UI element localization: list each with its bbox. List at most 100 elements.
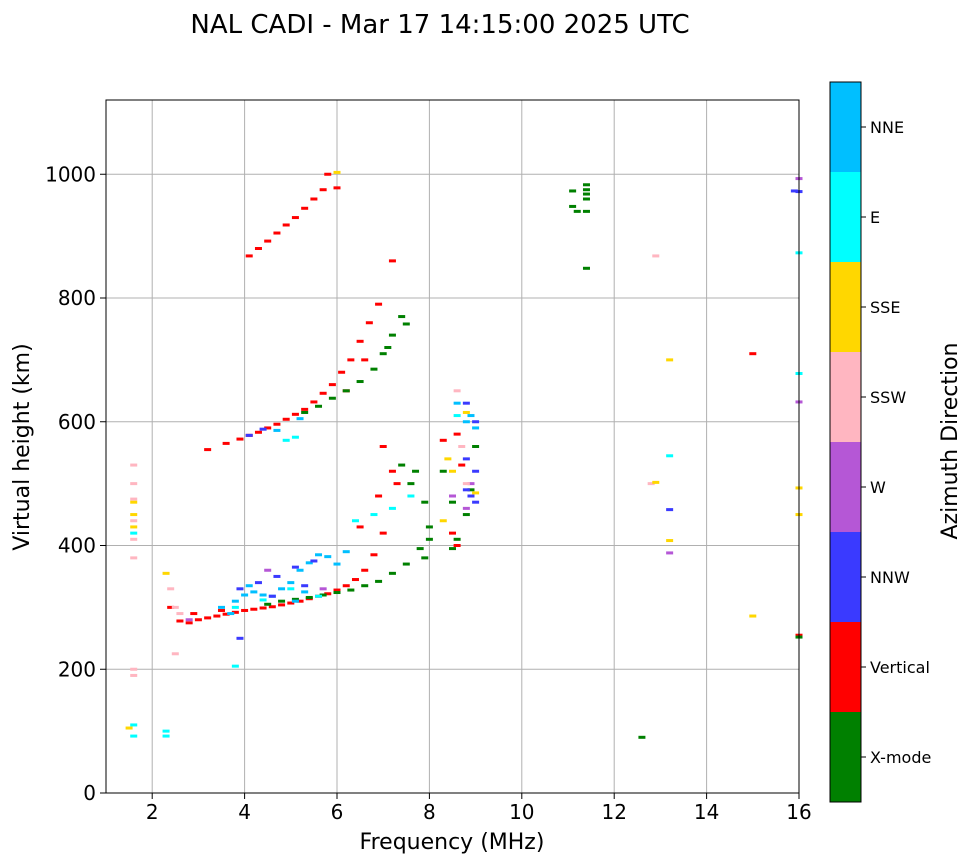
data-point <box>582 266 590 270</box>
data-point <box>264 426 272 430</box>
data-point <box>315 553 323 557</box>
data-point <box>398 463 406 467</box>
data-point <box>467 494 475 498</box>
data-point <box>582 197 590 201</box>
data-point <box>416 547 424 551</box>
data-point <box>472 426 480 430</box>
data-point <box>472 445 480 448</box>
data-point <box>282 438 290 442</box>
data-point <box>370 367 378 371</box>
colorbar-tick-label: W <box>870 478 886 497</box>
data-point <box>361 584 369 588</box>
data-point <box>342 389 350 393</box>
data-point <box>130 667 138 671</box>
x-axis-label: Frequency (MHz) <box>360 830 545 855</box>
x-tick-label: 2 <box>146 800 159 824</box>
data-point <box>218 608 225 612</box>
data-point <box>296 417 304 421</box>
data-point <box>582 192 590 196</box>
data-point <box>666 551 674 555</box>
data-point <box>347 588 355 592</box>
x-tick-label: 12 <box>601 800 626 824</box>
y-tick-label: 0 <box>83 781 96 805</box>
data-point <box>287 581 295 585</box>
data-point <box>666 539 674 543</box>
data-point <box>222 441 230 445</box>
data-point <box>790 189 798 193</box>
data-point <box>245 254 253 258</box>
data-point <box>273 231 281 235</box>
data-point <box>291 216 299 220</box>
series-ssw <box>130 254 660 677</box>
data-point <box>666 358 674 362</box>
data-point <box>333 588 341 592</box>
data-point <box>449 531 456 535</box>
data-point <box>453 544 461 547</box>
data-point <box>130 556 138 560</box>
data-point <box>259 606 267 610</box>
data-point <box>236 636 244 640</box>
data-point <box>245 584 253 588</box>
data-point <box>282 223 290 227</box>
data-point <box>264 239 272 243</box>
data-point <box>388 469 396 473</box>
data-point <box>361 358 369 362</box>
data-point <box>301 584 309 588</box>
data-point <box>472 420 480 424</box>
series-x-mode <box>264 183 803 739</box>
data-point <box>449 547 456 551</box>
colorbar-label: Azimuth Direction <box>938 342 963 539</box>
data-point <box>472 491 480 495</box>
data-point <box>264 568 272 572</box>
data-point <box>231 610 239 614</box>
y-axis-label: Virtual height (km) <box>10 343 35 550</box>
data-point <box>333 562 341 566</box>
data-point <box>222 612 230 616</box>
chart-title: NAL CADI - Mar 17 14:15:00 2025 UTC <box>190 10 689 40</box>
data-point <box>462 457 470 461</box>
data-point <box>130 497 138 501</box>
colorbar-segment <box>830 262 861 352</box>
data-point <box>324 555 332 559</box>
data-point <box>472 469 480 473</box>
colorbar-tick-label: X-mode <box>870 748 931 767</box>
data-point <box>421 556 429 560</box>
data-point <box>125 726 133 730</box>
data-point <box>310 197 318 201</box>
data-point <box>278 599 286 603</box>
colorbar-tick-label: NNE <box>870 118 904 137</box>
data-point <box>287 601 295 605</box>
data-point <box>176 619 184 623</box>
data-point <box>130 673 138 677</box>
data-point <box>356 380 364 384</box>
data-point <box>449 500 456 504</box>
data-point <box>130 513 138 517</box>
data-point <box>328 383 336 387</box>
series-nnw <box>236 189 803 640</box>
data-point <box>171 652 179 656</box>
data-point <box>259 427 267 431</box>
data-point <box>204 616 212 620</box>
data-point <box>449 469 456 473</box>
data-point <box>749 614 757 618</box>
data-point <box>444 457 452 461</box>
data-point <box>439 469 447 473</box>
series-vertical <box>167 172 803 637</box>
data-point <box>324 592 332 596</box>
data-point <box>393 482 401 486</box>
data-point <box>319 391 327 395</box>
data-point <box>130 500 138 504</box>
data-point <box>236 587 244 591</box>
data-point <box>462 488 470 492</box>
data-point <box>241 593 249 597</box>
data-point <box>319 587 327 591</box>
data-point <box>245 433 253 437</box>
data-point <box>171 605 179 609</box>
data-point <box>412 469 420 473</box>
data-point <box>204 448 212 452</box>
y-tick-label: 400 <box>58 534 96 558</box>
data-point <box>375 302 383 306</box>
colorbar-frame <box>829 81 862 803</box>
data-point <box>273 428 281 432</box>
data-point <box>130 531 138 535</box>
